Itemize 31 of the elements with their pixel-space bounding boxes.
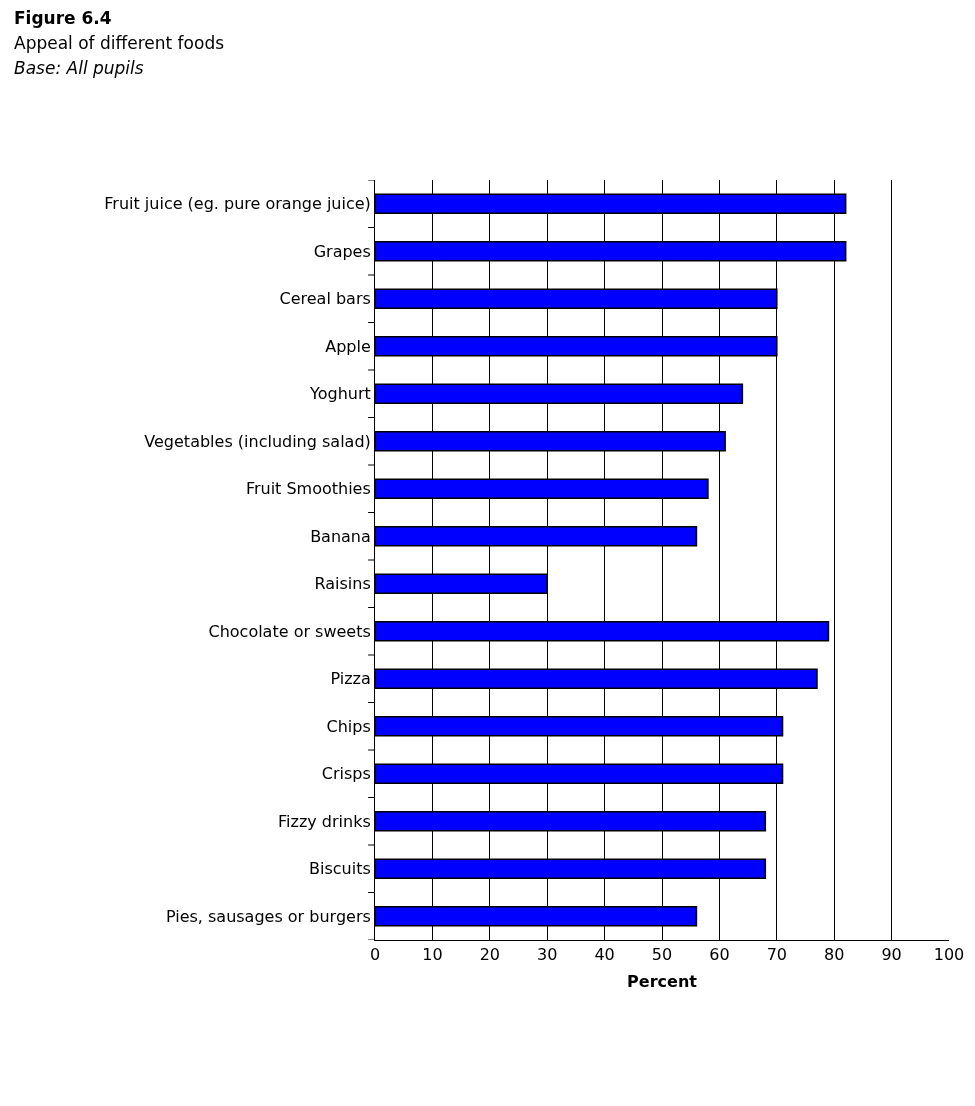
x-tick-label: 0 xyxy=(369,945,381,965)
y-tick-label: Cereal bars xyxy=(279,289,371,309)
y-tick-label: Apple xyxy=(325,336,371,356)
text: Figure 6.4 xyxy=(14,8,112,28)
x-tick-label: 20 xyxy=(479,945,500,965)
y-tick-label: Chocolate or sweets xyxy=(208,621,371,641)
y-tick-label: Pizza xyxy=(330,669,371,689)
x-tick-label: 60 xyxy=(709,945,730,965)
x-tick-label: 40 xyxy=(594,945,615,965)
y-tick-label: Raisins xyxy=(314,574,371,594)
x-tick-label: 30 xyxy=(537,945,558,965)
text: Appeal of different foods xyxy=(14,33,225,53)
y-tick-label: Fruit Smoothies xyxy=(245,479,371,499)
y-tick-label: Pies, sausages or burgers xyxy=(165,906,371,926)
text: Base: All pupils xyxy=(14,58,144,78)
y-tick-label: Fruit juice (eg. pure orange juice) xyxy=(104,194,371,214)
y-tick-label: Fizzy drinks xyxy=(278,811,371,831)
y-tick-label: Biscuits xyxy=(309,859,371,879)
x-tick-label: 10 xyxy=(422,945,443,965)
x-tick-label: 90 xyxy=(881,945,902,965)
x-tick-label: 70 xyxy=(766,945,787,965)
y-tick-label: Crisps xyxy=(321,764,371,784)
y-tick-label: Yoghurt xyxy=(309,384,371,404)
y-tick-label: Grapes xyxy=(313,241,371,261)
x-tick-label: 100 xyxy=(933,945,965,965)
x-axis-title: Percent xyxy=(627,971,698,991)
y-tick-label: Banana xyxy=(310,526,371,546)
x-tick-label: 80 xyxy=(824,945,845,965)
y-tick-label: Vegetables (including salad) xyxy=(144,431,371,451)
y-tick-label: Chips xyxy=(326,716,371,736)
x-tick-label: 50 xyxy=(651,945,673,965)
